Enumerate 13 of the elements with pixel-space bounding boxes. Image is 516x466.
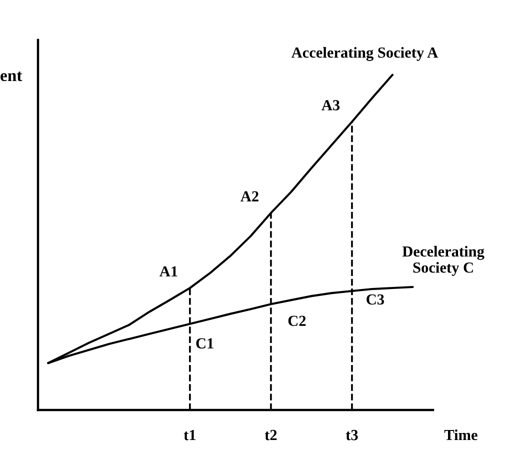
annotation: A2	[240, 191, 258, 202]
x-tick-label: t2	[264, 430, 277, 440]
x-axis-title: Time	[444, 429, 478, 440]
series-label: Decelerating Society C	[402, 246, 484, 276]
annotation: C2	[288, 316, 306, 326]
annotation: C1	[196, 338, 214, 349]
x-tick-label: t1	[184, 430, 196, 440]
y-axis-title: ent	[0, 72, 22, 82]
annotation: C3	[366, 294, 384, 305]
x-tick-label: t3	[346, 430, 358, 440]
text: Accelerating Society A	[291, 46, 438, 61]
annotation: A3	[322, 100, 340, 110]
annotation: A1	[160, 266, 178, 276]
